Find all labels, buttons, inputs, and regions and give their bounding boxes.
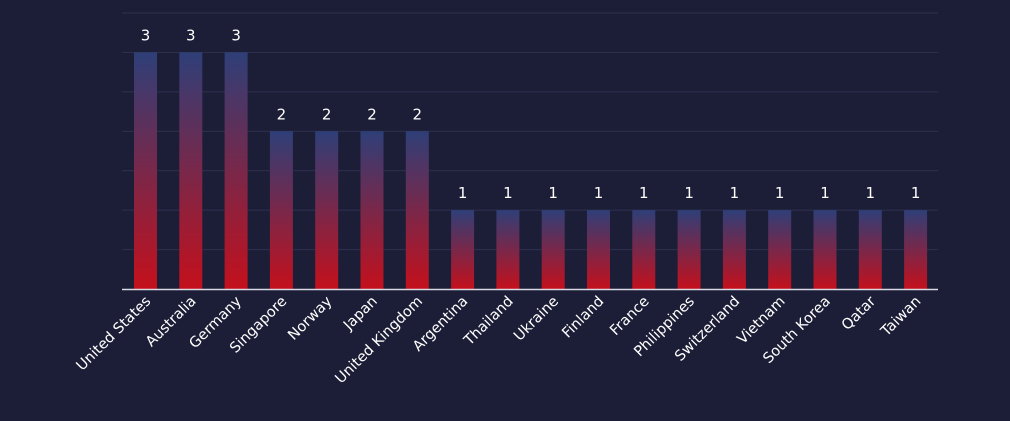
bar[interactable]	[632, 210, 656, 289]
data-label: 1	[820, 184, 830, 202]
bar[interactable]	[904, 210, 928, 289]
data-label: 1	[458, 184, 468, 202]
bars	[134, 52, 928, 289]
bar[interactable]	[541, 210, 565, 289]
bar[interactable]	[587, 210, 610, 289]
bar[interactable]	[405, 131, 429, 289]
x-tick-label: Japan	[340, 294, 381, 335]
bar[interactable]	[360, 131, 384, 289]
data-label: 2	[367, 105, 377, 123]
data-label: 1	[639, 184, 649, 202]
bar[interactable]	[768, 210, 792, 289]
data-label: 2	[413, 105, 423, 123]
data-label: 3	[141, 26, 151, 44]
bar[interactable]	[315, 131, 339, 289]
x-tick-label: Norway	[285, 293, 336, 344]
bar[interactable]	[496, 210, 520, 289]
bar[interactable]	[224, 52, 248, 289]
x-tick-label: Thailand	[461, 294, 517, 350]
data-label: 1	[730, 184, 740, 202]
data-label: 1	[911, 184, 921, 202]
data-label: 1	[548, 184, 558, 202]
bar[interactable]	[813, 210, 837, 289]
data-label: 1	[503, 184, 513, 202]
x-tick-label: France	[607, 293, 652, 338]
bar[interactable]	[677, 210, 701, 289]
data-label: 1	[594, 184, 604, 202]
x-tick-label: Qatar	[839, 293, 879, 333]
x-tick-label: Finland	[559, 294, 607, 342]
data-label: 1	[775, 184, 785, 202]
data-label: 1	[684, 184, 694, 202]
data-label: 3	[231, 26, 241, 44]
data-label: 1	[866, 184, 876, 202]
bar[interactable]	[722, 210, 746, 289]
x-tick-labels: United StatesAustraliaGermanySingaporeNo…	[74, 293, 925, 387]
data-label: 3	[186, 26, 196, 44]
bar[interactable]	[451, 210, 475, 289]
x-tick-label: Taiwan	[878, 294, 925, 341]
grid-lines	[122, 12, 938, 251]
data-label: 2	[277, 105, 287, 123]
bar[interactable]	[858, 210, 882, 289]
bar[interactable]	[134, 52, 157, 289]
bar[interactable]	[179, 52, 203, 289]
x-tick-label: Ukraine	[511, 293, 562, 344]
data-labels: 3 3 3 2 2 2 2 1 1 1 1 1 1 1 1 1 1 1	[141, 26, 921, 202]
data-label: 2	[322, 105, 332, 123]
x-tick-label: United States	[74, 294, 155, 375]
bar[interactable]	[269, 131, 293, 289]
